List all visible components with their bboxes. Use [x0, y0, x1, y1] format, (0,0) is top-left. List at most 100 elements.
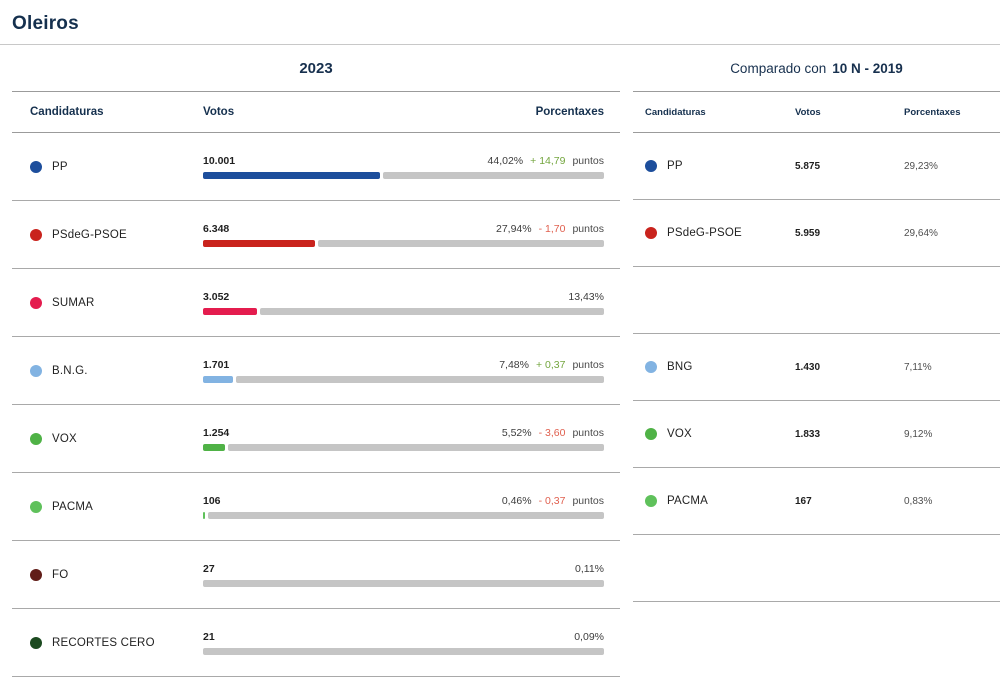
change-value: - 0,37 — [538, 494, 566, 507]
comparison-row: PSdeG-PSOE 5.959 29,64% — [633, 200, 1000, 267]
party-cell: SUMAR — [12, 296, 203, 309]
party-name: PSdeG-PSOE — [667, 227, 742, 239]
result-row: PACMA 106 0,46% - 0,37 puntos — [12, 473, 620, 541]
result-bar — [203, 375, 604, 383]
comparison-election-label: 10 N - 2019 — [832, 60, 903, 76]
votes-value: 1.430 — [795, 361, 821, 373]
panel-2023: 2023 Candidaturas Votos Porcentaxes PP 1… — [12, 45, 620, 677]
comparison-row: PACMA 167 0,83% — [633, 468, 1000, 535]
change-value: + 14,79 — [530, 154, 566, 167]
row-values: 106 0,46% - 0,37 puntos — [203, 495, 604, 507]
percentage-value: 0,11% — [575, 562, 604, 575]
party-cell: BNG — [645, 361, 795, 373]
votes-value: 3.052 — [203, 290, 230, 303]
column-header-porcentaxes: Porcentaxes — [535, 106, 604, 118]
column-header-votos: Votos — [795, 106, 821, 118]
result-row: B.N.G. 1.701 7,48% + 0,37 puntos — [12, 337, 620, 405]
percentage-group: 13,43% — [568, 291, 604, 303]
puntos-label: puntos — [572, 426, 604, 439]
result-row: FO 27 0,11% — [12, 541, 620, 609]
votes-value: 1.254 — [203, 426, 230, 439]
percentage-value: 7,48% — [499, 358, 529, 371]
party-cell: PSdeG-PSOE — [12, 228, 203, 241]
bar-track — [207, 511, 604, 519]
bar-track — [318, 239, 604, 247]
votes-value: 106 — [203, 494, 221, 507]
votes-value: 1.833 — [795, 428, 821, 440]
puntos-label: puntos — [572, 154, 604, 167]
comparison-row — [633, 535, 1000, 602]
party-cell: VOX — [12, 432, 203, 445]
votes-value: 21 — [203, 630, 215, 643]
row-values: 1.254 5,52% - 3,60 puntos — [203, 427, 604, 439]
percentage-value: 7,11% — [904, 361, 932, 373]
result-bar — [203, 239, 604, 247]
change-value: + 0,37 — [535, 358, 566, 371]
party-color-dot — [30, 364, 42, 377]
party-cell: RECORTES CERO — [12, 636, 203, 649]
puntos-label: puntos — [572, 222, 604, 235]
party-color-dot — [30, 636, 42, 649]
comparison-row: VOX 1.833 9,12% — [633, 401, 1000, 468]
party-name: BNG — [667, 361, 693, 373]
bar-fill — [203, 307, 257, 315]
party-cell: B.N.G. — [12, 364, 203, 377]
bar-track — [235, 375, 604, 383]
result-bar — [203, 647, 604, 655]
bar-cell: 21 0,09% — [203, 631, 604, 655]
percentage-value: 29,64% — [904, 227, 938, 239]
comparison-row — [633, 267, 1000, 334]
party-name: PACMA — [667, 495, 709, 507]
party-name: RECORTES CERO — [52, 636, 155, 649]
party-name: PSdeG-PSOE — [52, 228, 127, 241]
votes-value: 167 — [795, 495, 812, 507]
result-row: PP 10.001 44,02% + 14,79 puntos — [12, 133, 620, 201]
panel-2023-column-headers: Candidaturas Votos Porcentaxes — [12, 92, 620, 133]
change-value: - 3,60 — [538, 426, 566, 439]
party-name: VOX — [52, 432, 77, 445]
party-color-dot — [645, 428, 657, 440]
votes-value: 5.959 — [795, 227, 821, 239]
percentage-value: 0,09% — [574, 630, 604, 643]
bar-fill — [203, 511, 205, 519]
party-color-dot — [645, 361, 657, 373]
party-name: PP — [52, 160, 68, 173]
compared-with-label: Comparado con — [730, 60, 827, 76]
party-color-dot — [645, 227, 657, 239]
puntos-label: puntos — [572, 358, 604, 371]
bar-track — [203, 579, 604, 587]
votes-value: 27 — [203, 562, 215, 575]
results-rows-2023: PP 10.001 44,02% + 14,79 puntos PSdeG-PS… — [12, 133, 620, 677]
result-bar — [203, 171, 604, 179]
party-color-dot — [645, 495, 657, 507]
percentage-value: 0,46% — [501, 494, 532, 507]
results-panels: 2023 Candidaturas Votos Porcentaxes PP 1… — [0, 45, 1000, 677]
party-cell: PACMA — [645, 495, 795, 507]
bar-track — [382, 171, 604, 179]
bar-track — [203, 647, 604, 655]
puntos-label: puntos — [572, 494, 604, 507]
comparison-row: PP 5.875 29,23% — [633, 133, 1000, 200]
bar-fill — [203, 443, 226, 451]
row-values: 1.701 7,48% + 0,37 puntos — [203, 359, 604, 371]
page-title: Oleiros — [12, 13, 79, 34]
row-values: 10.001 44,02% + 14,79 puntos — [203, 155, 604, 167]
page-header: Oleiros — [0, 0, 1000, 45]
percentage-value: 0,83% — [904, 495, 933, 507]
party-color-dot — [30, 568, 42, 581]
column-header-votos: Votos — [203, 106, 235, 118]
party-name: VOX — [667, 428, 692, 440]
panel-2019: Comparado con 10 N - 2019 Candidaturas V… — [633, 45, 1000, 677]
party-color-dot — [30, 432, 42, 445]
percentage-group: 27,94% - 1,70 puntos — [496, 223, 604, 235]
comparison-row: BNG 1.430 7,11% — [633, 334, 1000, 401]
bar-track — [259, 307, 604, 315]
results-rows-2019: PP 5.875 29,23% PSdeG-PSOE 5.959 29,64% … — [633, 133, 1000, 602]
row-values: 6.348 27,94% - 1,70 puntos — [203, 223, 604, 235]
result-bar — [203, 579, 604, 587]
row-values: 21 0,09% — [203, 631, 604, 643]
party-name: B.N.G. — [52, 364, 88, 377]
bar-cell: 1.254 5,52% - 3,60 puntos — [203, 427, 604, 451]
bar-cell: 3.052 13,43% — [203, 291, 604, 315]
party-color-dot — [30, 296, 42, 309]
